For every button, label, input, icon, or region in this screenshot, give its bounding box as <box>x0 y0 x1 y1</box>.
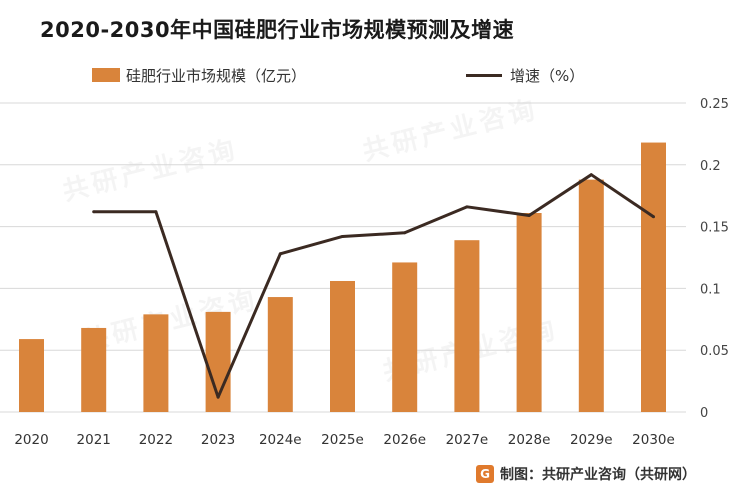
x-tick-label: 2021 <box>77 432 111 448</box>
x-tick-label: 2026e <box>383 432 426 448</box>
legend-line-label: 增速（%） <box>510 67 585 85</box>
growth-point <box>403 231 407 235</box>
x-tick-label: 2023 <box>201 432 235 448</box>
growth-point <box>154 210 158 214</box>
x-tick-label: 2027e <box>446 432 489 448</box>
bar <box>19 339 44 412</box>
source-credit: G 制图：共研产业咨询（共研网） <box>476 464 696 484</box>
legend-line-swatch <box>466 74 502 77</box>
x-tick-label: 2020 <box>14 432 48 448</box>
x-tick-label: 2025e <box>321 432 364 448</box>
x-tick-label: 2030e <box>632 432 675 448</box>
bar <box>267 297 293 412</box>
bar <box>516 213 542 412</box>
growth-line <box>93 173 655 399</box>
x-tick-label: 2028e <box>508 432 551 448</box>
bar <box>578 179 604 412</box>
x-tick-label: 2029e <box>570 432 613 448</box>
bar <box>330 280 355 412</box>
chart-title: 2020-2030年中国硅肥行业市场规模预测及增速 <box>40 18 515 42</box>
logo-icon: G <box>476 465 494 483</box>
x-tick-label: 2024e <box>259 432 302 448</box>
growth-point <box>527 213 531 217</box>
growth-point <box>92 210 96 214</box>
y-tick-label: 0.15 <box>700 221 729 236</box>
source-label: 制图：共研产业咨询（共研网） <box>500 467 696 483</box>
growth-point <box>278 252 282 256</box>
legend-bar-swatch <box>92 68 120 82</box>
y-tick-label: 0.1 <box>700 282 721 297</box>
legend: 硅肥行业市场规模（亿元） 增速（%） <box>0 64 750 88</box>
y-tick-label: 0 <box>700 406 708 421</box>
bar <box>454 240 480 412</box>
x-tick-label: 2022 <box>139 432 173 448</box>
y-tick-label: 0.05 <box>700 344 729 359</box>
y-tick-label: 0.2 <box>700 159 721 174</box>
growth-point <box>216 395 220 399</box>
bar <box>81 327 107 412</box>
growth-point <box>652 215 655 219</box>
growth-point <box>465 205 469 209</box>
bar <box>641 142 666 412</box>
legend-bar-label: 硅肥行业市场规模（亿元） <box>126 67 307 85</box>
bar <box>143 314 169 412</box>
growth-point <box>341 234 344 238</box>
growth-point <box>589 173 593 177</box>
y-tick-label: 0.25 <box>700 97 729 112</box>
bar <box>392 262 418 412</box>
